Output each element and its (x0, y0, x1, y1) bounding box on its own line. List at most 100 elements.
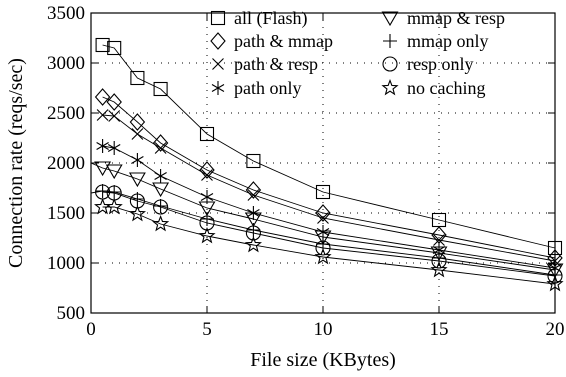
data-point-mmap-resp (94, 161, 112, 177)
x-tick-label: 0 (86, 319, 96, 340)
x-tick-labels: 0 5 10 15 20 (86, 319, 564, 340)
legend-marker-x (212, 58, 224, 70)
tick-marks (90, 12, 556, 314)
data-point-no-caching (314, 247, 332, 265)
data-point-path-mmap (106, 93, 122, 111)
data-point-path-only (154, 169, 167, 183)
y-tick-label: 3500 (47, 3, 85, 24)
data-point-resp-only (315, 240, 331, 256)
legend-marker-square (210, 10, 226, 26)
legend-item-no-caching: no caching (381, 78, 485, 98)
y-axis-label: Connection rate (reqs/sec) (5, 58, 27, 268)
legend-marker-plus (383, 34, 397, 48)
series-line-mmap-resp (90, 162, 556, 271)
legend-label: path & mmap (234, 31, 333, 51)
data-point-no-caching (94, 197, 112, 215)
data-point-path-only (316, 225, 330, 239)
data-point-path-resp (131, 128, 144, 140)
data-point-no-caching (430, 260, 448, 278)
data-point-no-caching (128, 204, 146, 222)
legend-marker-asterisk (211, 81, 225, 95)
data-point-resp-only (153, 199, 169, 215)
data-point-mmap-resp (152, 182, 170, 198)
data-point-path-mmap (94, 88, 111, 106)
x-tick-label: 10 (314, 319, 333, 340)
data-point-all-flash (95, 37, 110, 53)
data-point-mmap-resp (198, 201, 216, 217)
series-line-all-flash (102, 44, 556, 249)
data-point-path-resp (317, 212, 329, 224)
y-tick-label: 1500 (47, 203, 85, 224)
series-line-path-only (102, 145, 556, 269)
legend-item-path-resp: path & resp (212, 54, 318, 74)
data-point-path-mmap (199, 161, 215, 179)
data-point-all-flash (130, 70, 145, 86)
data-point-resp-only (245, 225, 261, 241)
data-point-all-flash (315, 184, 331, 200)
data-point-mmap-only (246, 223, 261, 237)
data-point-mmap-resp (128, 172, 146, 188)
legend: all (Flash)path & mmap path & resp path on… (210, 8, 505, 98)
legend-item-path-only: path only (211, 78, 302, 98)
y-tick-label: 500 (57, 303, 86, 324)
data-point-mmap-only (200, 212, 214, 226)
data-point-mmap-resp (430, 246, 448, 262)
data-point-path-mmap (315, 204, 331, 222)
series-line-path-mmap (102, 96, 556, 259)
marker-layer (94, 37, 564, 292)
x-axis-label: File size (KBytes) (250, 349, 396, 371)
x-tick-label: 20 (546, 319, 565, 340)
y-tick-labels: 500 1000 1500 2000 2500 3000 3500 (47, 3, 85, 324)
legend-marker-triangle-down (381, 11, 399, 27)
x-tick-label: 5 (202, 319, 212, 340)
legend-label: resp only (407, 54, 474, 74)
data-point-mmap-resp (244, 212, 262, 228)
legend-label: no caching (407, 78, 485, 98)
y-tick-label: 2000 (47, 153, 85, 174)
data-point-all-flash (199, 126, 215, 142)
legend-item-path-mmap: path & mmap (210, 31, 333, 51)
y-tick-label: 2500 (47, 103, 85, 124)
series-layer (90, 44, 556, 285)
data-point-resp-only (431, 253, 447, 269)
legend-marker-diamond (210, 32, 226, 50)
data-point-all-flash (153, 81, 168, 97)
data-point-no-caching (152, 214, 170, 232)
legend-marker-star (381, 78, 399, 96)
data-point-path-resp (247, 189, 260, 201)
legend-label: all (Flash) (234, 8, 308, 29)
data-point-path-only (107, 141, 121, 155)
y-tick-label: 1000 (47, 253, 85, 274)
data-point-mmap-resp (105, 164, 123, 180)
data-point-path-resp (108, 110, 121, 122)
data-point-path-resp (154, 142, 167, 154)
data-point-path-only (96, 139, 109, 153)
data-point-no-caching (244, 235, 262, 253)
legend-item-resp-only: resp only (382, 54, 474, 74)
series-line-path-resp (102, 114, 556, 262)
data-point-path-mmap (152, 134, 169, 152)
data-point-path-resp (433, 234, 445, 246)
data-point-path-resp (201, 169, 213, 181)
data-point-mmap-only (153, 199, 168, 213)
data-point-path-mmap (245, 181, 262, 199)
data-point-no-caching (198, 226, 216, 244)
data-point-path-mmap (129, 113, 146, 131)
legend-label: path only (234, 78, 302, 98)
data-point-path-only (131, 153, 144, 167)
legend-label: mmap & resp (407, 8, 505, 28)
legend-label: path & resp (234, 54, 318, 74)
legend-label: mmap only (407, 31, 489, 51)
data-point-no-caching (105, 197, 123, 215)
y-tick-label: 3000 (47, 53, 85, 74)
grid-lines (91, 13, 555, 313)
data-point-all-flash (246, 153, 261, 169)
series-line-no-caching (102, 206, 556, 285)
data-point-mmap-resp (314, 230, 332, 246)
x-tick-label: 15 (430, 319, 449, 340)
legend-item-mmap-resp: mmap & resp (381, 8, 505, 28)
legend-marker-circle (382, 56, 398, 72)
data-point-path-resp (96, 109, 109, 121)
legend-item-all-flash: all (Flash) (210, 8, 308, 29)
